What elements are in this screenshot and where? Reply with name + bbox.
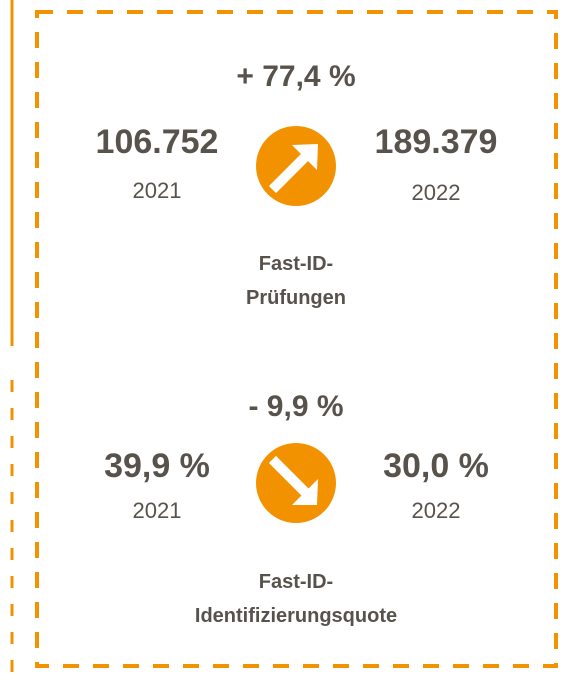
right-year: 2022 — [412, 498, 461, 523]
label-line: Fast-ID- — [259, 253, 333, 275]
left-year: 2021 — [133, 498, 182, 523]
arrow-down-icon — [256, 443, 336, 523]
label-line: Identifizierungsquote — [195, 605, 397, 627]
left-value: 39,9 % — [104, 447, 210, 485]
right-year: 2022 — [412, 180, 461, 205]
left-year: 2021 — [133, 178, 182, 203]
right-value: 189.379 — [375, 123, 498, 161]
left-value: 106.752 — [96, 123, 219, 161]
label-line: Prüfungen — [246, 287, 346, 309]
right-value: 30,0 % — [383, 447, 489, 485]
stat-block: + 77,4 % 106.752 2021 189.379 2022 Fast-… — [96, 60, 498, 309]
stat-block: - 9,9 % 39,9 % 2021 30,0 % 2022 Fast-ID-… — [104, 390, 489, 627]
arrow-up-icon — [256, 126, 336, 206]
dashed-frame — [35, 10, 558, 668]
change: + 77,4 % — [236, 60, 355, 93]
label-line: Fast-ID- — [259, 571, 333, 593]
change: - 9,9 % — [248, 390, 343, 423]
